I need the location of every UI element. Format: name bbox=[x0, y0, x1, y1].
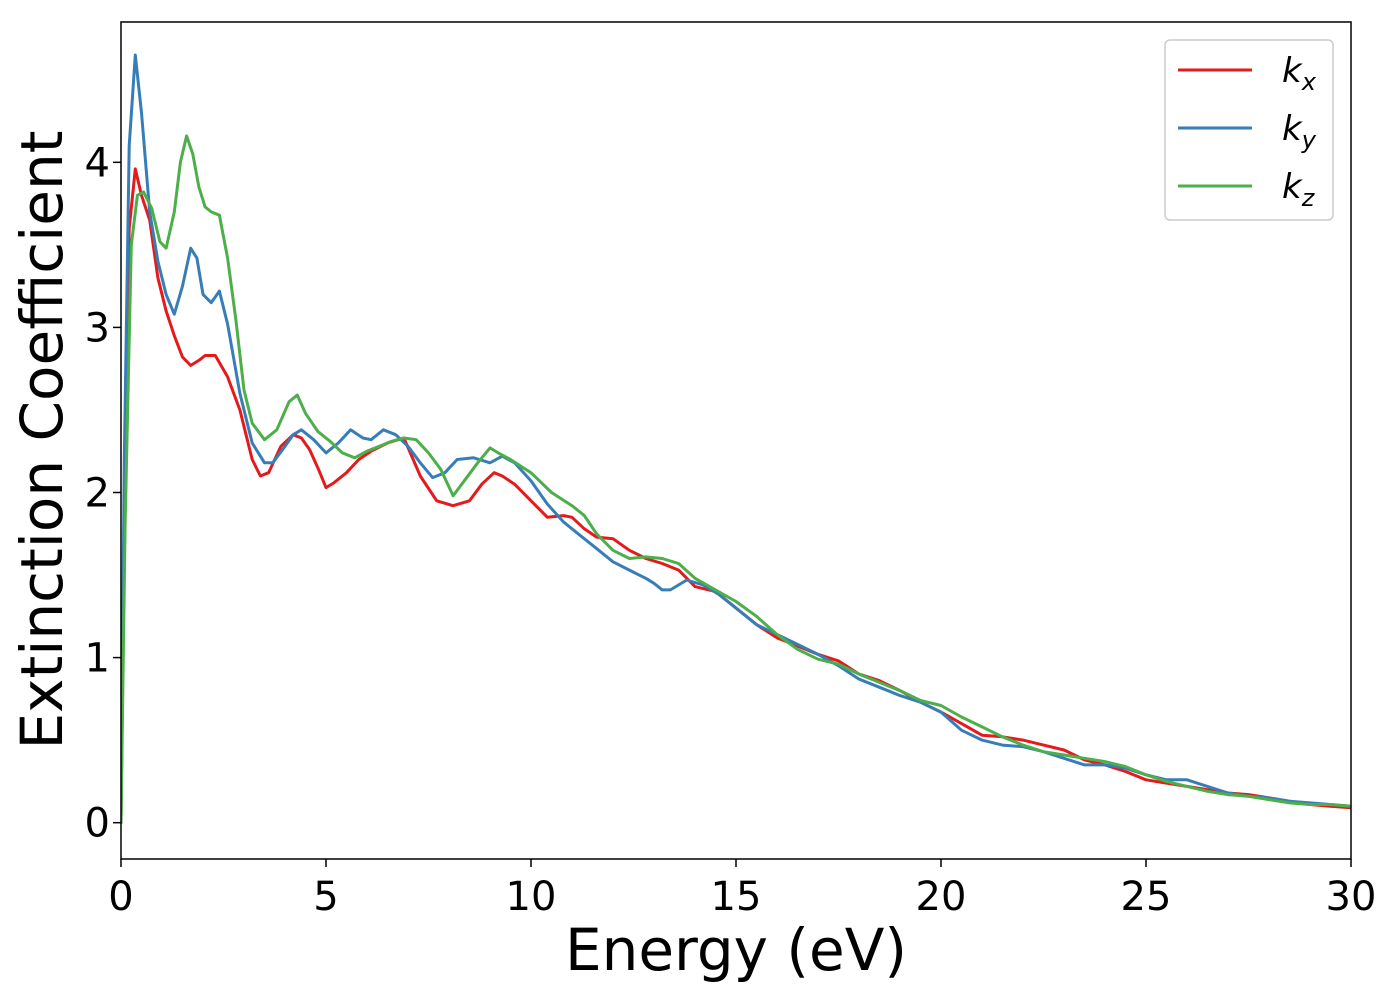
series-line-x bbox=[121, 167, 1351, 825]
y-tick-label: 2 bbox=[85, 471, 110, 517]
y-tick-label: 1 bbox=[85, 636, 110, 682]
y-axis-label: Extinction Coefficient bbox=[8, 131, 76, 750]
y-axis-ticks: 0 1 2 3 4 bbox=[85, 140, 121, 847]
series-line-z bbox=[121, 134, 1351, 825]
x-tick-label: 0 bbox=[108, 874, 133, 920]
legend-box bbox=[1164, 39, 1334, 221]
x-tick-label: 25 bbox=[1121, 874, 1172, 920]
y-tick-label: 4 bbox=[85, 140, 110, 186]
y-tick-label: 0 bbox=[85, 801, 110, 847]
x-tick-label: 10 bbox=[506, 874, 557, 920]
x-tick-label: 20 bbox=[916, 874, 967, 920]
y-tick-label: 3 bbox=[85, 305, 110, 351]
x-tick-label: 5 bbox=[313, 874, 338, 920]
x-tick-label: 30 bbox=[1326, 874, 1377, 920]
series-line-y bbox=[121, 53, 1351, 825]
x-axis-label: Energy (eV) bbox=[565, 916, 907, 984]
legend-label-x: kx bbox=[1282, 51, 1317, 96]
legend-label-y: ky bbox=[1282, 109, 1317, 154]
x-tick-label: 15 bbox=[711, 874, 762, 920]
legend-label-z: kz bbox=[1282, 167, 1316, 212]
series-layer bbox=[121, 53, 1351, 825]
x-axis-ticks: 0 5 10 15 20 25 30 bbox=[108, 859, 1376, 920]
legend: kx ky kz bbox=[1164, 39, 1334, 221]
